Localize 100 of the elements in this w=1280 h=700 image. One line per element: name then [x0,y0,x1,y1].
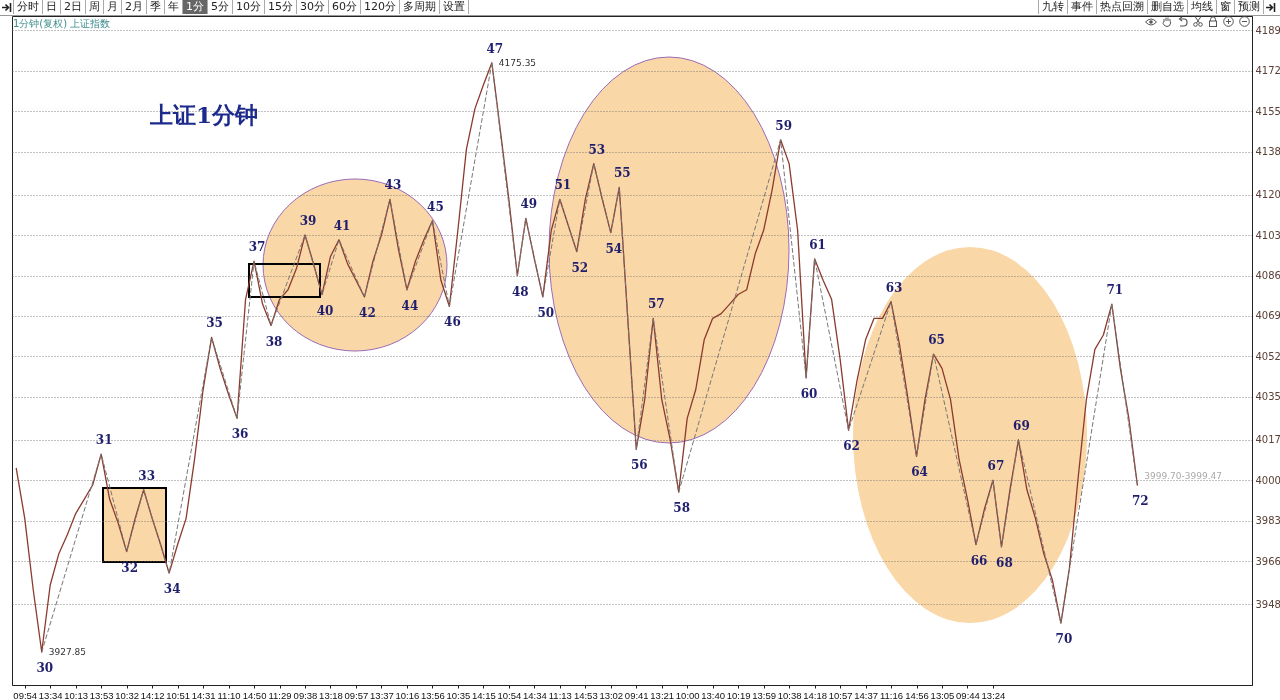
x-tick-label: 14:56 [905,689,929,700]
annotation: 51 [554,178,572,193]
chart-subtitle: 1分钟(复权) 上证指数 [13,17,111,31]
x-tick-label: 13:37 [370,689,394,700]
y-tick-label: 3966 [1255,555,1280,567]
x-tick-label: 10:16 [395,689,420,700]
y-tick-label: 4155 [1255,105,1280,117]
x-tick-label: 13:21 [650,689,675,700]
annotation: 69 [1013,418,1030,433]
annotation: 57 [647,297,665,312]
y-tick-label: 4069 [1255,310,1280,322]
x-tick-label: 10:54 [497,689,522,700]
annotation: 55 [613,166,631,181]
annotation: 46 [444,315,461,330]
x-tick-label: 10:51 [166,689,191,700]
x-tick-label: 09:38 [293,689,318,700]
annotation: 49 [520,197,538,212]
x-tick-label: 13:59 [752,689,777,700]
annotation: 72 [1131,494,1149,509]
x-tick-label: 13:34 [38,689,63,700]
annotation: 48 [511,284,529,299]
y-tick-label: 4172 [1255,65,1280,77]
annotation: 30 [36,661,54,676]
x-tick-label: 11:29 [268,689,292,700]
x-tick-label: 11:10 [217,689,241,700]
annotation: 53 [588,142,606,157]
x-tick-label: 13:40 [701,689,726,700]
x-tick-label: 11:13 [548,689,572,700]
annotation: 36 [231,427,249,442]
x-tick-label: 10:19 [726,689,751,700]
annotation: 58 [673,501,691,516]
annotation: 52 [571,260,589,275]
annotation: 50 [537,305,555,320]
x-tick-label: 10:57 [828,689,853,700]
y-tick-label: 3983 [1255,515,1280,527]
x-tick-label: 14:53 [573,689,598,700]
y-tick-label: 3948 [1255,598,1280,610]
y-tick-label: 4086 [1255,270,1280,282]
annotation: 64 [911,465,928,480]
annotation: 54 [605,241,623,256]
data-label: 3927.85 [48,647,86,658]
x-tick-label: 10:13 [64,689,89,700]
x-tick-label: 14:15 [471,689,496,700]
x-tick-label: 13:56 [421,689,445,700]
x-tick-label: 14:12 [140,689,165,700]
annotation: 47 [486,41,504,56]
x-tick-label: 09:44 [956,689,980,700]
x-tick-label: 10:00 [675,689,700,700]
x-tick-label: 13:24 [981,689,1006,700]
x-tick-label: 13:02 [599,689,624,700]
annotation: 40 [316,303,334,318]
data-label: 4175.35 [498,57,537,68]
y-tick-label: 4189 [1255,24,1280,36]
x-tick-label: 11:16 [880,689,904,700]
annotation: 31 [95,433,113,448]
x-tick-label: 10:35 [446,689,471,700]
annotation: 3999.70-3999.47 [1144,471,1223,482]
annotation: 66 [970,553,988,568]
x-tick-label: 14:18 [803,689,827,700]
annotation: 33 [138,468,155,483]
x-tick-label: 10:32 [115,689,140,700]
x-tick-label: 14:50 [242,689,267,700]
annotation: 39 [299,214,317,229]
annotation: 43 [384,178,402,193]
annotation: 41 [333,218,351,233]
annotation: 35 [206,316,223,331]
annotation: 68 [996,555,1013,570]
annotation: 56 [630,458,648,473]
x-tick-label: 09:41 [624,689,649,700]
x-tick-label: 13:05 [930,689,955,700]
annotation: 44 [401,298,419,313]
x-tick-label: 09:57 [344,689,369,700]
x-tick-label: 10:38 [777,689,802,700]
annotation: 34 [163,582,181,597]
x-tick-label: 14:34 [522,689,547,700]
annotation: 59 [775,118,792,133]
y-tick-label: 4052 [1255,350,1280,362]
y-tick-label: 4035 [1255,391,1280,403]
annotation: 67 [987,459,1005,474]
annotation: 42 [359,305,376,320]
x-tick-label: 13:53 [89,689,114,700]
y-tick-label: 4017 [1255,434,1280,446]
annotation: 65 [928,333,945,348]
y-tick-label: 4138 [1255,146,1280,158]
annotation: 61 [809,237,826,252]
annotation: 45 [427,199,444,214]
annotation: 70 [1055,632,1073,647]
x-tick-label: 14:31 [191,689,216,700]
y-tick-label: 4000 [1255,474,1280,486]
text: 上证1分钟 [150,100,259,130]
x-tick-label: 09:54 [13,689,38,700]
annotation: 37 [248,240,266,255]
y-tick-label: 4103 [1255,229,1280,241]
annotation: 71 [1106,283,1124,298]
annotation: 32 [121,560,139,575]
y-tick-label: 4120 [1255,189,1280,201]
button: 1分 [182,0,208,14]
annotation: 60 [800,386,818,401]
annotation: 62 [843,439,860,454]
x-tick-label: 14:37 [854,689,878,700]
